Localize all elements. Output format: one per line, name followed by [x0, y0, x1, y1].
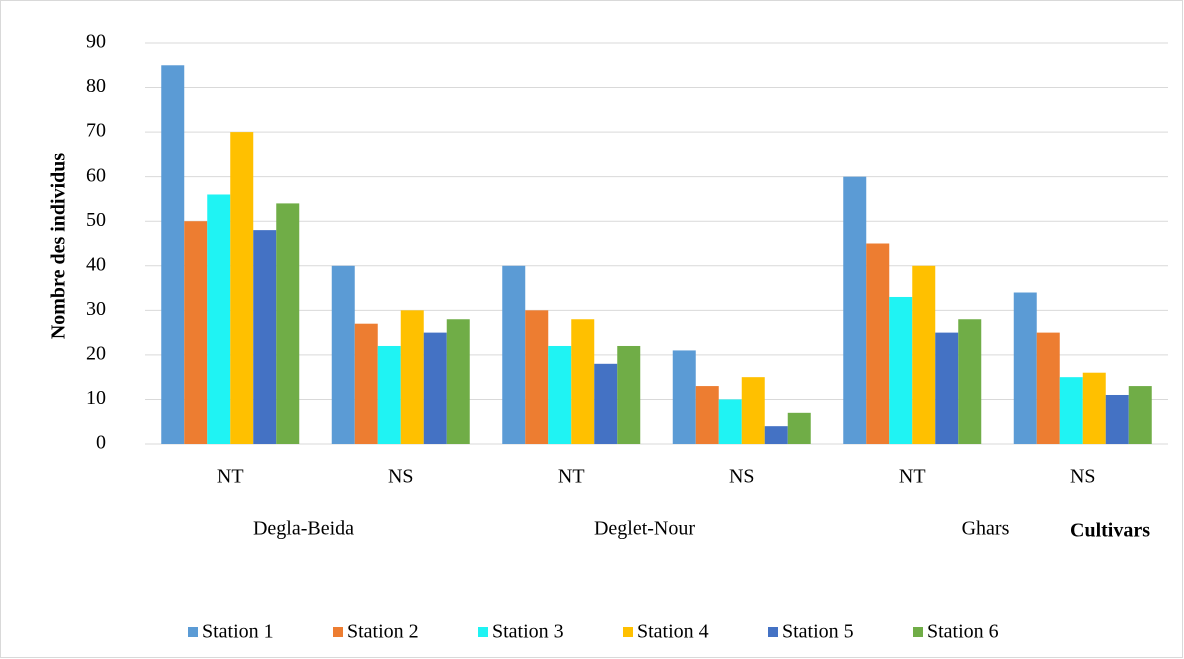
bar: [230, 132, 254, 444]
group-label: Degla-Beida: [253, 518, 354, 540]
bar: [161, 65, 185, 445]
bar: [594, 363, 618, 444]
x-tick-label: NT: [558, 466, 585, 488]
y-tick-label: 10: [86, 387, 106, 409]
legend-swatch: [913, 627, 923, 637]
bar: [935, 332, 959, 444]
bar: [695, 386, 719, 444]
bar: [1059, 377, 1083, 444]
bar: [253, 230, 277, 444]
legend-label: Station 6: [927, 621, 999, 643]
y-tick-label: 90: [86, 31, 106, 53]
x-tick-label: NS: [1070, 466, 1096, 488]
bar: [617, 345, 641, 444]
bar: [843, 176, 867, 444]
legend-label: Station 2: [347, 621, 419, 643]
bar: [331, 265, 355, 444]
x-axis-label: Cultivars: [1070, 520, 1150, 542]
bar: [866, 243, 890, 444]
group-label: Ghars: [962, 518, 1010, 540]
bar: [548, 345, 572, 444]
y-axis-label: Nombre des individus: [48, 153, 70, 340]
bar: [764, 426, 788, 444]
y-tick-label: 0: [96, 432, 106, 454]
x-tick-label: NS: [388, 466, 414, 488]
y-tick-label: 80: [86, 75, 106, 97]
x-tick-label: NT: [217, 466, 244, 488]
bar: [502, 265, 526, 444]
bar: [276, 203, 300, 444]
bar: [1036, 332, 1060, 444]
legend-label: Station 4: [637, 621, 709, 643]
bar: [1082, 372, 1106, 444]
bar: [377, 345, 401, 444]
bar: [1013, 292, 1037, 444]
bar: [400, 310, 424, 444]
group-label: Deglet-Nour: [594, 518, 695, 540]
y-tick-label: 60: [86, 164, 106, 186]
bar: [912, 265, 936, 444]
bar: [571, 319, 595, 444]
y-tick-label: 30: [86, 298, 106, 320]
legend-swatch: [188, 627, 198, 637]
bar: [525, 310, 549, 444]
legend-swatch: [623, 627, 633, 637]
bar: [1105, 394, 1129, 444]
bar: [741, 377, 765, 444]
bar: [787, 412, 811, 444]
legend-label: Station 3: [492, 621, 564, 643]
legend-swatch: [333, 627, 343, 637]
legend-swatch: [768, 627, 778, 637]
y-tick-label: 70: [86, 120, 106, 142]
bar: [889, 296, 913, 444]
legend-swatch: [478, 627, 488, 637]
legend-label: Station 5: [782, 621, 854, 643]
bar: [423, 332, 447, 444]
x-tick-label: NS: [729, 466, 755, 488]
bar: [718, 399, 742, 444]
bar: [184, 221, 208, 444]
bar: [446, 319, 470, 444]
bar: [354, 323, 378, 444]
x-tick-label: NT: [899, 466, 926, 488]
y-tick-label: 50: [86, 209, 106, 231]
bar: [958, 319, 982, 444]
y-tick-label: 20: [86, 342, 106, 364]
bar: [1128, 386, 1152, 444]
y-tick-label: 40: [86, 253, 106, 275]
bar: [672, 350, 696, 444]
bar: [207, 194, 231, 444]
legend-label: Station 1: [202, 621, 274, 643]
